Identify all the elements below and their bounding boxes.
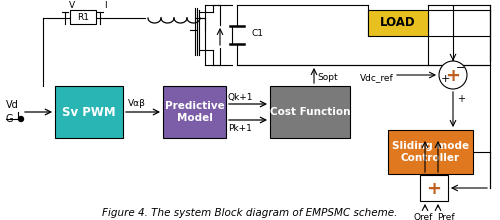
- Bar: [368, 10, 428, 36]
- Text: Figure 4. The system Block diagram of EMPSMC scheme.: Figure 4. The system Block diagram of EM…: [102, 208, 398, 218]
- Text: Vdc_ref: Vdc_ref: [360, 73, 394, 82]
- Bar: [270, 86, 350, 138]
- Text: Cost Function: Cost Function: [270, 107, 350, 117]
- Text: I: I: [104, 1, 106, 10]
- Text: C1: C1: [252, 29, 264, 37]
- Bar: [70, 10, 96, 24]
- Text: Pk+1: Pk+1: [228, 124, 252, 133]
- Text: Qref: Qref: [414, 213, 432, 220]
- Circle shape: [18, 117, 24, 121]
- Bar: [420, 175, 448, 201]
- Bar: [388, 130, 473, 174]
- Text: G: G: [6, 114, 14, 124]
- Text: +: +: [426, 180, 442, 198]
- Text: V: V: [69, 1, 75, 10]
- Text: LOAD: LOAD: [380, 16, 416, 29]
- Text: R1: R1: [77, 13, 89, 22]
- Text: −: −: [456, 63, 466, 73]
- Text: +: +: [446, 67, 460, 85]
- Text: Sv PWM: Sv PWM: [62, 106, 116, 119]
- Text: Qk+1: Qk+1: [228, 93, 254, 102]
- Text: +: +: [441, 74, 450, 84]
- Text: Vαβ: Vαβ: [128, 99, 146, 108]
- Circle shape: [439, 61, 467, 89]
- Text: Sopt: Sopt: [317, 73, 338, 82]
- Text: Sliding mode
Controller: Sliding mode Controller: [392, 141, 469, 163]
- Bar: [55, 86, 123, 138]
- Bar: [163, 86, 226, 138]
- Text: Vd: Vd: [6, 100, 19, 110]
- Text: Predictive
Model: Predictive Model: [164, 101, 224, 123]
- Text: Pref: Pref: [437, 213, 455, 220]
- Text: +: +: [457, 94, 465, 104]
